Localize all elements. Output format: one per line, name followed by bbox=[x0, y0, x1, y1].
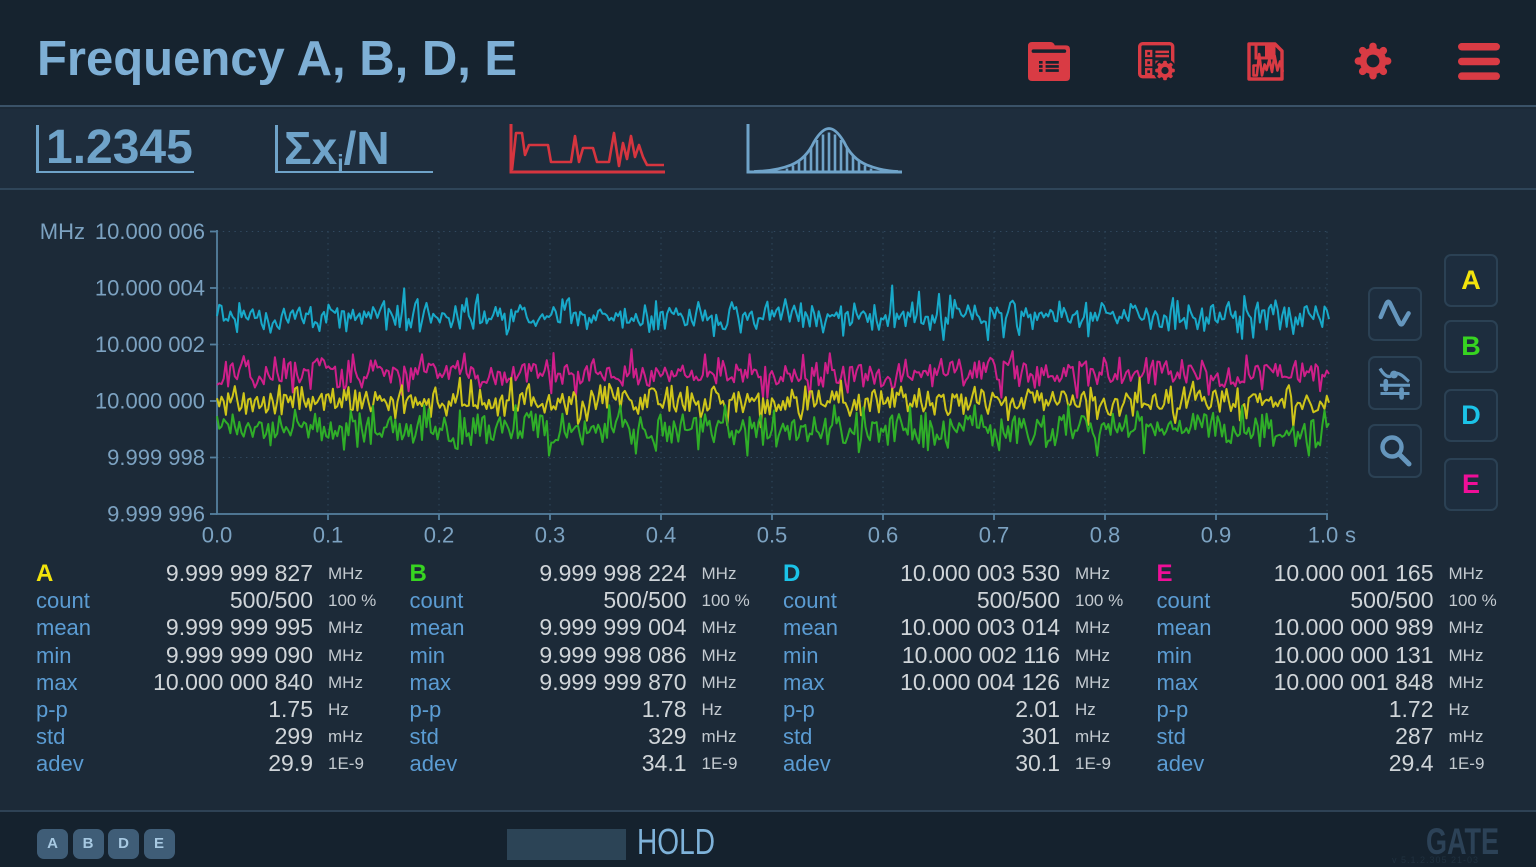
svg-text:10.000 006: 10.000 006 bbox=[95, 219, 205, 244]
svg-text:s: s bbox=[1345, 523, 1356, 548]
svg-text:0.2: 0.2 bbox=[424, 523, 455, 548]
svg-text:0.4: 0.4 bbox=[646, 523, 677, 548]
svg-text:0.1: 0.1 bbox=[313, 523, 344, 548]
svg-text:0.6: 0.6 bbox=[868, 523, 899, 548]
svg-text:MHz: MHz bbox=[40, 219, 85, 244]
svg-text:10.000 002: 10.000 002 bbox=[95, 332, 205, 357]
svg-text:10.000 004: 10.000 004 bbox=[95, 276, 205, 301]
svg-text:0.3: 0.3 bbox=[535, 523, 566, 548]
svg-text:0.0: 0.0 bbox=[202, 523, 233, 548]
svg-text:0.7: 0.7 bbox=[979, 523, 1010, 548]
svg-text:1.0: 1.0 bbox=[1308, 523, 1339, 548]
svg-text:9.999 998: 9.999 998 bbox=[107, 445, 205, 470]
svg-text:9.999 996: 9.999 996 bbox=[107, 502, 205, 527]
svg-text:0.8: 0.8 bbox=[1090, 523, 1121, 548]
svg-text:0.9: 0.9 bbox=[1201, 523, 1232, 548]
svg-text:0.5: 0.5 bbox=[757, 523, 788, 548]
svg-text:10.000 000: 10.000 000 bbox=[95, 389, 205, 414]
